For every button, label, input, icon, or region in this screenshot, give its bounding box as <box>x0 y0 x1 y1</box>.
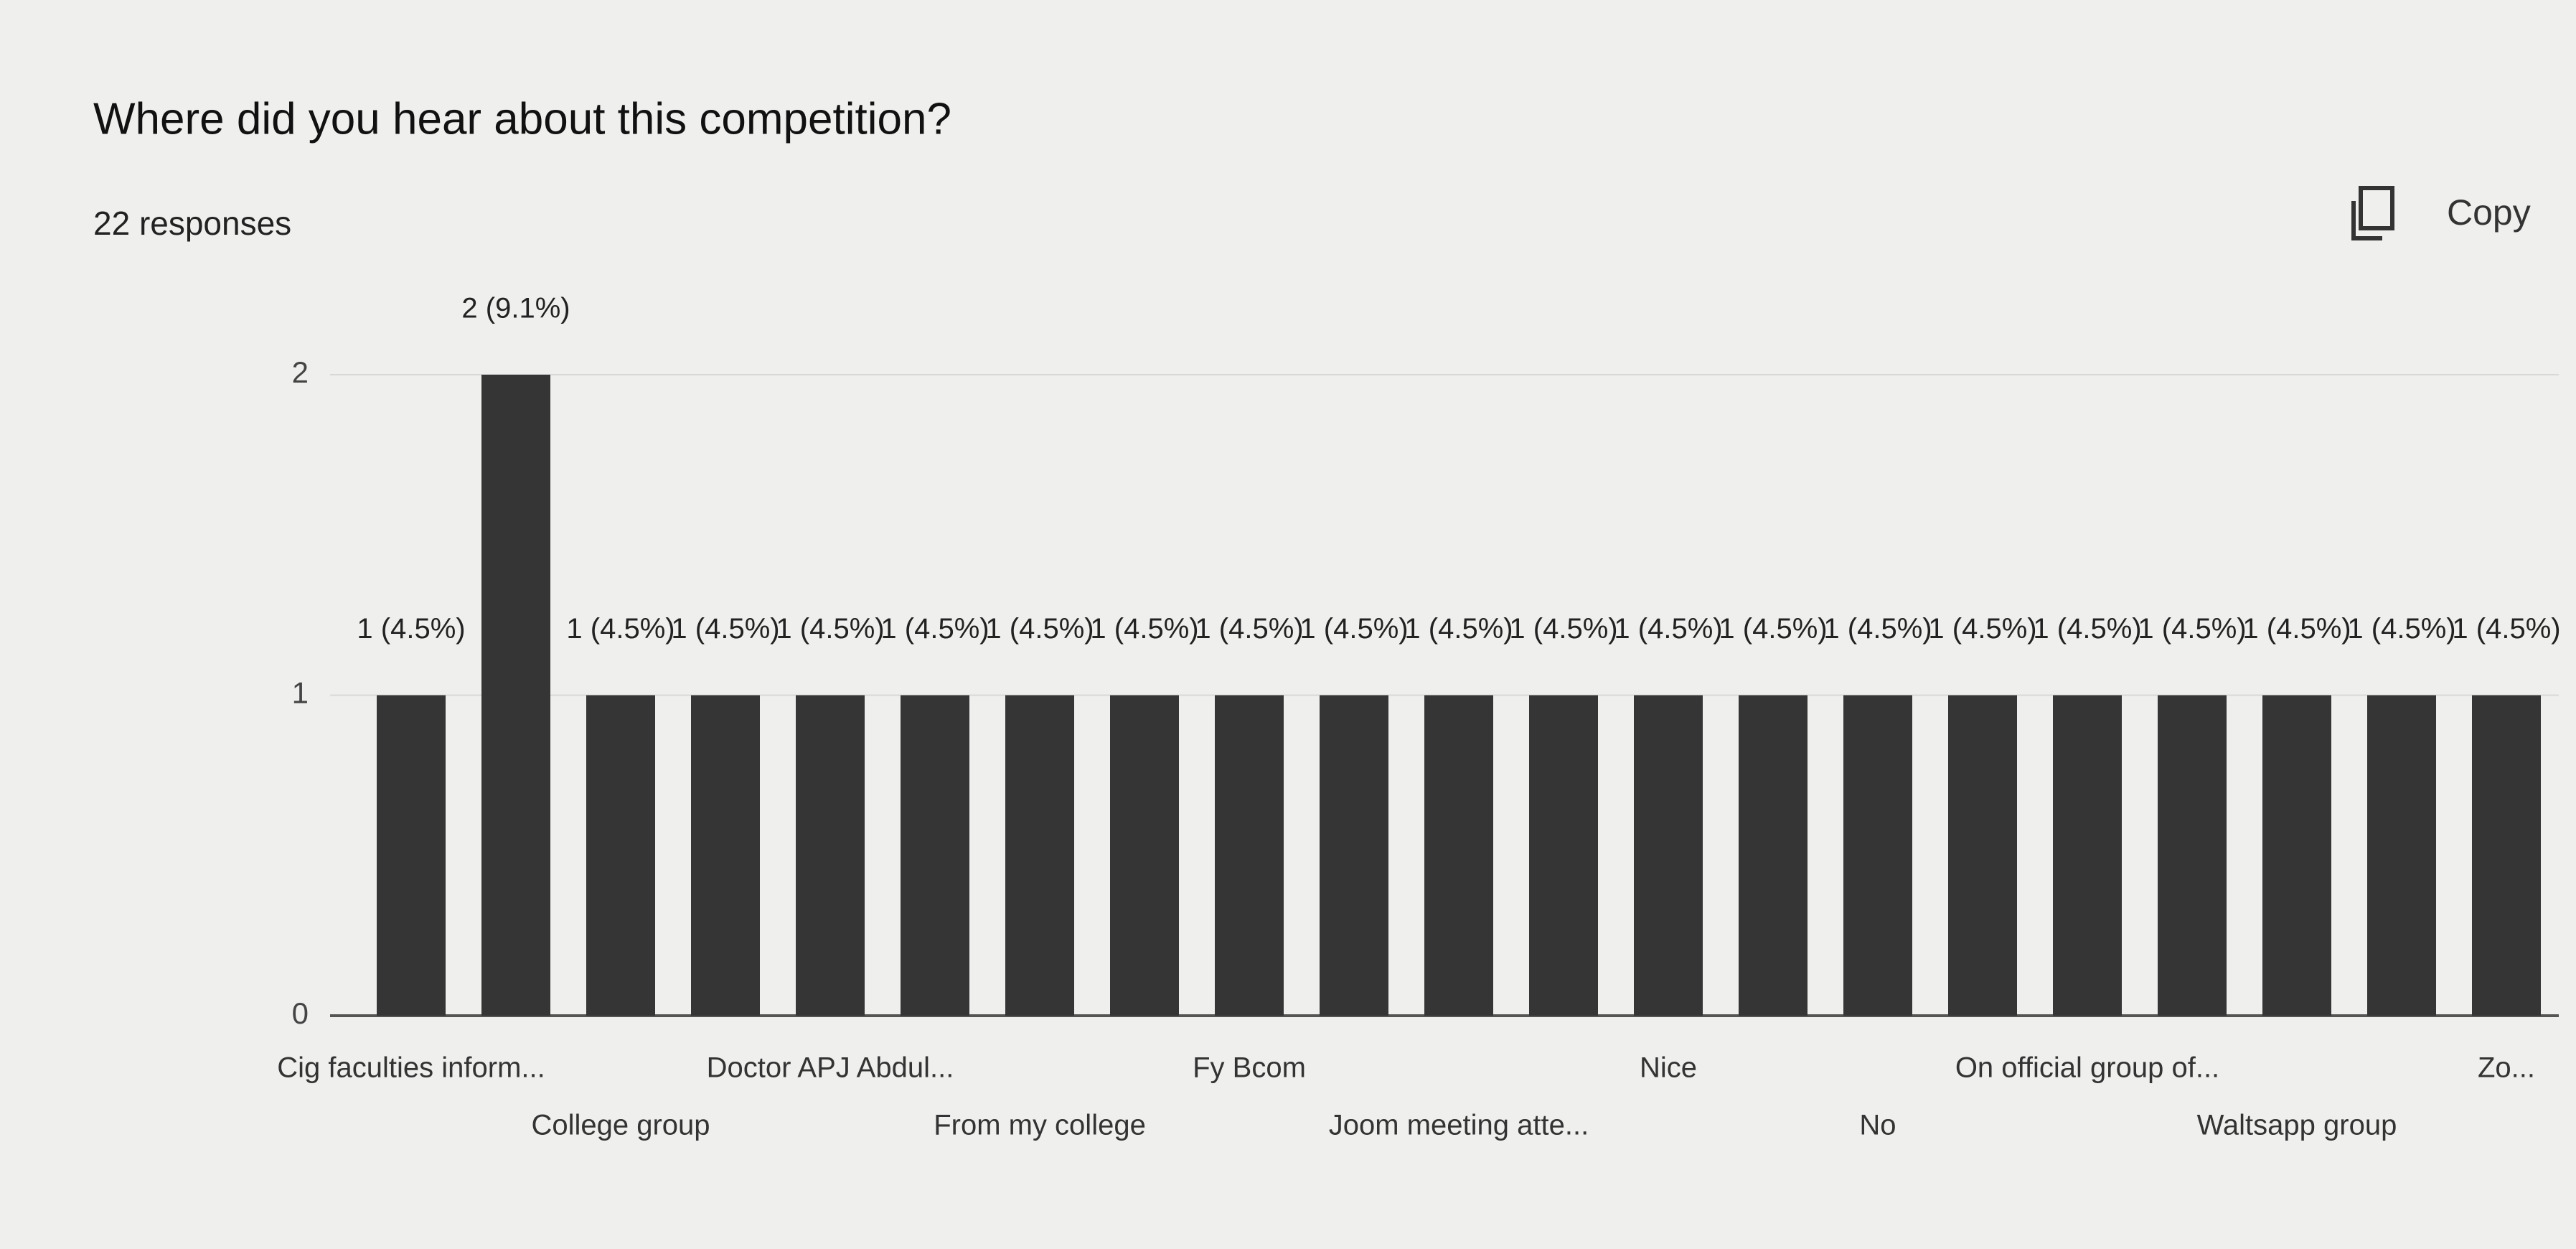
x-tick-label: Nice <box>1640 1052 1697 1084</box>
bar <box>901 696 969 1016</box>
value-label: 1 (4.5%) <box>1299 613 1408 645</box>
page: {"toolbar": {"copy": "Copy"}, "chart_dat… <box>0 0 2576 1249</box>
x-tick-label: Joom meeting atte... <box>1329 1110 1589 1141</box>
x-tick-label: Cig faculties inform... <box>277 1052 545 1084</box>
value-label: 1 (4.5%) <box>1928 613 2036 645</box>
bar <box>1739 696 1808 1016</box>
bar <box>691 696 760 1016</box>
copy-icon <box>2361 188 2392 228</box>
value-label: 1 (4.5%) <box>1823 613 1932 645</box>
bar <box>1843 696 1912 1016</box>
value-label: 1 (4.5%) <box>2138 613 2246 645</box>
value-label: 1 (4.5%) <box>880 613 989 645</box>
bar <box>1948 696 2017 1016</box>
value-label: 1 (4.5%) <box>1719 613 1827 645</box>
value-label: 1 (4.5%) <box>1614 613 1722 645</box>
bar <box>2158 696 2227 1016</box>
response-count: 22 responses <box>93 205 291 242</box>
y-tick-label: 0 <box>292 996 309 1030</box>
x-tick-label: On official group of... <box>1955 1052 2219 1084</box>
value-label: 1 (4.5%) <box>2452 613 2560 645</box>
bar <box>1424 696 1493 1016</box>
value-label: 1 (4.5%) <box>1090 613 1198 645</box>
value-label: 1 (4.5%) <box>1509 613 1617 645</box>
x-tick-label: Fy Bcom <box>1193 1052 1306 1084</box>
value-label: 1 (4.5%) <box>1404 613 1513 645</box>
value-label: 1 (4.5%) <box>2347 613 2455 645</box>
x-tick-label: College group <box>531 1110 710 1141</box>
bar <box>2262 696 2331 1016</box>
value-label: 1 (4.5%) <box>985 613 1094 645</box>
value-label: 1 (4.5%) <box>566 613 674 645</box>
value-label: 1 (4.5%) <box>1195 613 1303 645</box>
bar <box>1005 696 1074 1016</box>
chart-title: Where did you hear about this competitio… <box>93 94 951 144</box>
x-tick-label: Doctor APJ Abdul... <box>707 1052 954 1084</box>
x-tick-label: Zo... <box>2478 1052 2535 1084</box>
bar <box>2367 696 2436 1016</box>
value-label: 1 (4.5%) <box>776 613 884 645</box>
copy-button[interactable]: Copy <box>2354 188 2531 238</box>
value-label: 1 (4.5%) <box>2033 613 2141 645</box>
bar <box>1634 696 1703 1016</box>
bar <box>377 696 446 1016</box>
x-tick-label: From my college <box>934 1110 1146 1141</box>
value-label: 1 (4.5%) <box>2242 613 2351 645</box>
value-label: 1 (4.5%) <box>671 613 779 645</box>
y-tick-label: 1 <box>292 676 309 710</box>
value-label: 2 (9.1%) <box>461 293 570 324</box>
bar <box>2053 696 2122 1016</box>
x-tick-label: Waltsapp group <box>2197 1110 2397 1141</box>
bar <box>1215 696 1284 1016</box>
bar <box>586 696 655 1016</box>
bar <box>1320 696 1388 1016</box>
x-tick-label: No <box>1859 1110 1896 1141</box>
chart: Where did you hear about this competitio… <box>0 0 2576 1249</box>
bar <box>2472 696 2541 1016</box>
value-label: 1 (4.5%) <box>357 613 465 645</box>
y-tick-label: 2 <box>292 355 309 389</box>
copy-icon-back <box>2354 201 2382 238</box>
bar <box>481 375 550 1016</box>
bar <box>1110 696 1179 1016</box>
bar <box>1529 696 1598 1016</box>
copy-label: Copy <box>2447 192 2531 233</box>
bar <box>796 696 865 1016</box>
